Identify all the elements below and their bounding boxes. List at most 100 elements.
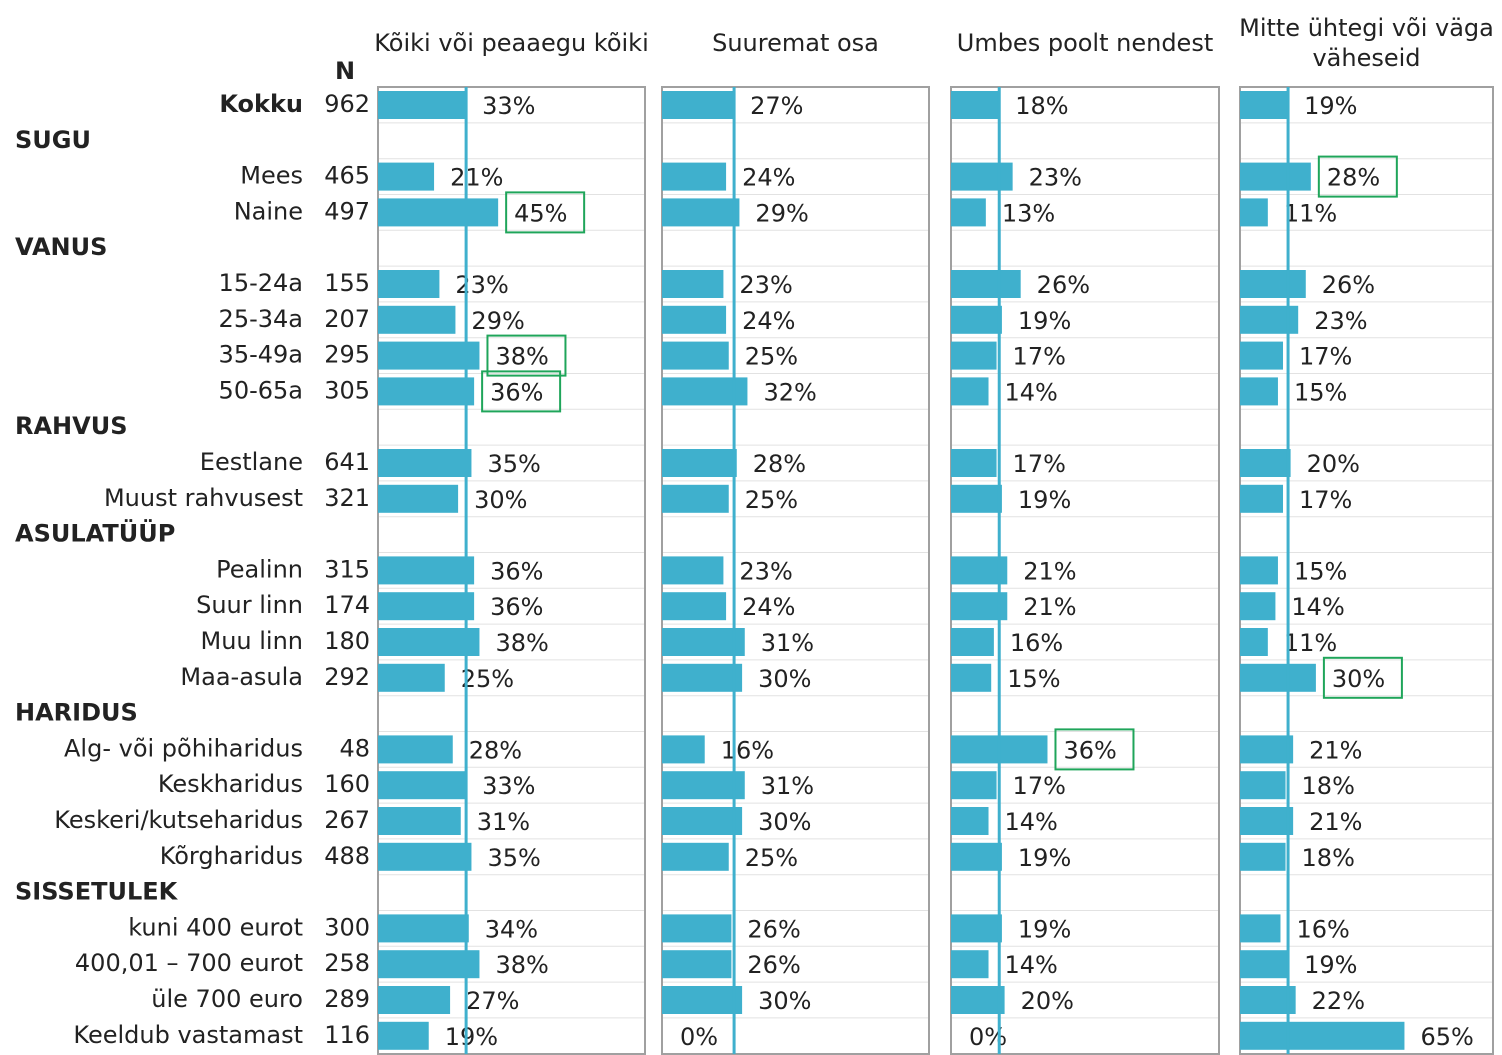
- n-value: 258: [324, 949, 370, 977]
- bar: [1240, 628, 1268, 656]
- value-label: 27%: [466, 987, 519, 1015]
- value-label: 38%: [495, 629, 548, 657]
- value-label: 11%: [1284, 629, 1337, 657]
- bar: [378, 162, 435, 191]
- panel-title: Mitte ühtegi või väga väheseid: [1239, 14, 1494, 72]
- row-label: kuni 400 eurot: [128, 913, 303, 941]
- bar: [662, 556, 724, 585]
- value-label: 25%: [745, 844, 798, 872]
- value-label: 23%: [739, 271, 792, 299]
- value-label: 17%: [1013, 772, 1066, 800]
- value-label: 14%: [1005, 378, 1058, 406]
- value-label: 25%: [745, 343, 798, 371]
- bar: [662, 628, 745, 656]
- n-value: 267: [324, 806, 370, 834]
- n-value: 160: [324, 770, 370, 798]
- value-label: 18%: [1015, 92, 1068, 120]
- value-label: 28%: [469, 736, 522, 764]
- value-label: 15%: [1294, 378, 1347, 406]
- bar: [378, 735, 453, 764]
- bar: [662, 484, 729, 513]
- value-label: 16%: [1296, 915, 1349, 943]
- group-header: VANUS: [15, 233, 107, 261]
- row-label: 400,01 – 700 eurot: [75, 949, 303, 977]
- bar: [378, 950, 480, 979]
- value-label: 23%: [455, 271, 508, 299]
- bar: [662, 914, 732, 943]
- bar: [951, 914, 1002, 943]
- bar: [951, 449, 997, 477]
- n-value: 300: [324, 913, 370, 941]
- highlight-box: [1317, 155, 1398, 198]
- highlight-box: [505, 191, 586, 234]
- row-label: 35-49a: [219, 341, 303, 369]
- group-header: HARIDUS: [15, 699, 138, 727]
- value-label: 11%: [1284, 199, 1337, 227]
- value-label: 19%: [1304, 92, 1357, 120]
- n-value: 641: [324, 448, 370, 476]
- value-label: 20%: [1021, 987, 1074, 1015]
- row-label: Alg- või põhiharidus: [64, 734, 303, 762]
- bar: [1240, 914, 1281, 943]
- value-label: 17%: [1299, 343, 1352, 371]
- bar: [378, 663, 445, 692]
- value-label: 36%: [1063, 736, 1116, 764]
- bar: [378, 771, 467, 800]
- row-label: Eestlane: [200, 448, 303, 476]
- bar: [378, 914, 469, 943]
- value-label: 0%: [680, 1023, 718, 1051]
- n-value: 962: [324, 90, 370, 118]
- bar: [1240, 592, 1276, 621]
- value-label: 16%: [721, 736, 774, 764]
- value-label: 36%: [490, 557, 543, 585]
- bar: [662, 449, 737, 477]
- value-label: 25%: [745, 486, 798, 514]
- value-label: 31%: [761, 772, 814, 800]
- n-value: 289: [324, 985, 370, 1013]
- value-label: 26%: [1037, 271, 1090, 299]
- value-label: 19%: [1018, 844, 1071, 872]
- bar: [378, 484, 459, 513]
- value-label: 17%: [1299, 486, 1352, 514]
- bar: [662, 771, 745, 800]
- value-label: 24%: [742, 164, 795, 192]
- bar: [378, 592, 475, 621]
- bar: [1240, 807, 1294, 835]
- bar: [1240, 484, 1284, 513]
- n-value: 207: [324, 305, 370, 333]
- row-label: Kokku: [219, 90, 303, 118]
- row-label: Naine: [234, 197, 303, 225]
- n-value: 465: [324, 162, 370, 190]
- row-label: Mees: [240, 162, 303, 190]
- n-value: 497: [324, 197, 370, 225]
- bar: [378, 1021, 429, 1050]
- n-value: 295: [324, 341, 370, 369]
- value-label: 17%: [1013, 343, 1066, 371]
- row-label: Maa-asula: [180, 663, 303, 691]
- value-label: 33%: [482, 772, 535, 800]
- highlight-box: [1322, 656, 1403, 699]
- value-label: 13%: [1002, 199, 1055, 227]
- bar: [951, 771, 997, 800]
- bar: [378, 986, 451, 1014]
- row-label: Keeldub vastamast: [73, 1021, 303, 1049]
- value-label: 35%: [487, 844, 540, 872]
- value-label: 19%: [1304, 951, 1357, 979]
- group-header: ASULATÜÜP: [15, 518, 175, 548]
- value-label: 15%: [1007, 665, 1060, 693]
- bar: [1240, 842, 1286, 871]
- value-label: 19%: [445, 1023, 498, 1051]
- bar: [662, 986, 743, 1014]
- value-label: 26%: [1322, 271, 1375, 299]
- value-label: 34%: [485, 915, 538, 943]
- bar: [1240, 950, 1289, 979]
- value-label: 33%: [482, 92, 535, 120]
- row-label: Muu linn: [200, 627, 303, 655]
- bar: [951, 986, 1005, 1014]
- bar: [662, 305, 727, 334]
- bar: [378, 377, 475, 406]
- bar: [662, 270, 724, 298]
- value-label: 14%: [1291, 593, 1344, 621]
